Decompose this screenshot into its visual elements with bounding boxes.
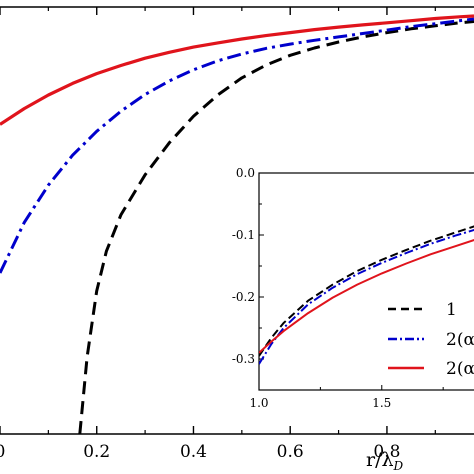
legend-label-2: 2(α — [446, 330, 474, 350]
inset-y-tick-label: -0.2 — [232, 290, 255, 304]
main-series-group — [0, 14, 474, 434]
inset-series-line-3 — [259, 239, 474, 354]
legend-label-1: 1 — [446, 300, 457, 320]
x-tick-label: 0.6 — [277, 442, 304, 462]
inset-x-tick-label: 1.5 — [372, 396, 391, 410]
x-axis-title-main: r/λ — [366, 449, 394, 471]
main-plot: 0 0.2 0.4 0.6 0.8 — [0, 6, 474, 462]
inset-plot: 0.0 -0.1 -0.2 -0.3 1.0 1.5 — [232, 166, 474, 410]
inset-series-line-1 — [259, 225, 474, 357]
inset-series-group — [259, 225, 474, 365]
inset-y-tick-label: 0.0 — [236, 166, 255, 180]
main-series-line-1 — [78, 20, 474, 434]
x-tick-label: 0.8 — [373, 442, 400, 462]
x-tick-label: 0.4 — [180, 442, 207, 462]
x-tick-label: 0 — [0, 442, 5, 462]
x-tick-label: 0.2 — [83, 442, 110, 462]
main-series-line-3 — [0, 14, 474, 126]
legend: 1 2(α 2(α — [388, 300, 474, 379]
inset-x-tick-label: 1.0 — [249, 396, 268, 410]
inset-y-tick-label: -0.3 — [232, 352, 255, 366]
legend-label-3: 2(α — [446, 359, 474, 379]
x-axis-title-sub: D — [393, 459, 404, 473]
x-axis-title: r/λD — [366, 449, 404, 473]
inset-frame — [258, 172, 474, 391]
inset-y-tick-label: -0.1 — [232, 228, 255, 242]
